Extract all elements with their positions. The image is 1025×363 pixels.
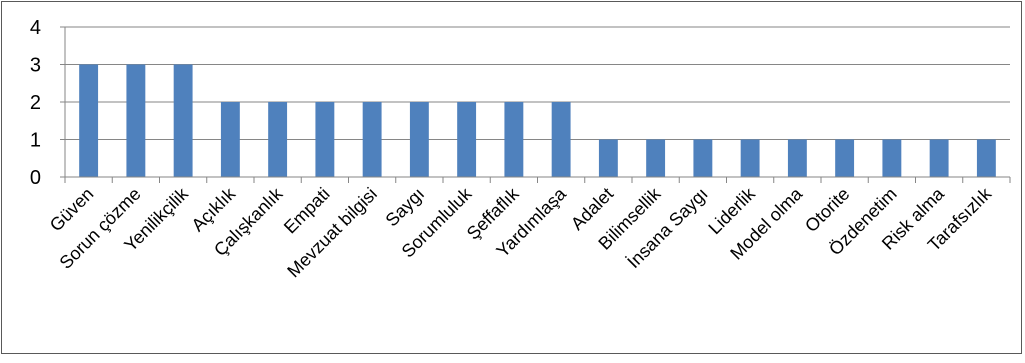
y-tick-label: 3 <box>30 55 41 77</box>
y-tick-label: 1 <box>30 130 41 152</box>
bar <box>409 102 429 177</box>
bar <box>787 139 807 177</box>
bar <box>362 102 382 177</box>
axes <box>60 26 1011 183</box>
bar <box>693 139 713 177</box>
bar <box>457 102 477 177</box>
bar <box>173 64 193 177</box>
bar <box>79 64 99 177</box>
y-tick-label: 4 <box>30 17 41 39</box>
bar <box>551 102 571 177</box>
bar <box>882 139 902 177</box>
bar <box>929 139 949 177</box>
bar <box>268 102 288 177</box>
bar <box>740 139 760 177</box>
bar <box>646 139 666 177</box>
y-tick-label: 2 <box>30 92 41 114</box>
y-tick-label: 0 <box>30 167 41 189</box>
bar <box>220 102 240 177</box>
bar <box>976 139 996 177</box>
bar <box>126 64 146 177</box>
bar <box>315 102 335 177</box>
bar <box>504 102 524 177</box>
bars <box>79 64 996 177</box>
bar <box>598 139 618 177</box>
y-tick-labels: 0 1 2 3 4 <box>30 17 41 189</box>
bar <box>835 139 855 177</box>
